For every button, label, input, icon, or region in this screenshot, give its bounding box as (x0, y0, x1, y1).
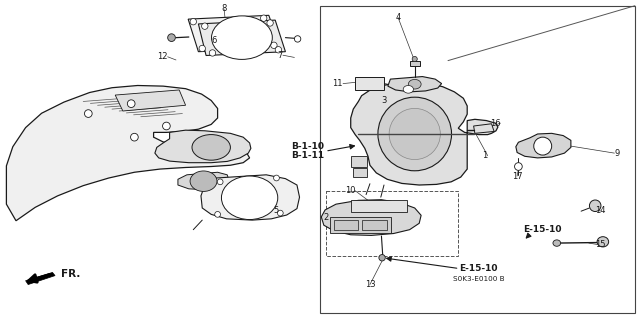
Text: 3: 3 (381, 96, 387, 105)
Polygon shape (188, 15, 280, 52)
Ellipse shape (271, 42, 277, 48)
Polygon shape (388, 77, 442, 92)
Bar (320, 6, 635, 313)
Ellipse shape (84, 110, 92, 117)
Bar (410, 61, 420, 66)
Text: 13: 13 (365, 280, 375, 289)
Ellipse shape (192, 135, 230, 160)
Ellipse shape (278, 210, 284, 216)
Ellipse shape (202, 23, 208, 29)
Text: 10: 10 (345, 186, 355, 195)
Bar (330, 217, 391, 233)
Ellipse shape (379, 255, 385, 261)
Ellipse shape (294, 36, 301, 42)
Ellipse shape (389, 108, 440, 160)
Text: 12: 12 (157, 52, 168, 61)
Ellipse shape (190, 171, 217, 191)
Polygon shape (26, 272, 55, 285)
Ellipse shape (597, 237, 609, 247)
Text: 11: 11 (333, 79, 343, 88)
Polygon shape (155, 130, 251, 163)
Ellipse shape (215, 211, 220, 217)
Ellipse shape (190, 19, 196, 25)
Ellipse shape (412, 56, 417, 62)
Ellipse shape (534, 137, 552, 155)
Ellipse shape (217, 179, 223, 185)
Text: FR.: FR. (61, 269, 80, 279)
Ellipse shape (403, 85, 413, 93)
Text: E-15-10: E-15-10 (524, 225, 562, 234)
Ellipse shape (267, 20, 273, 26)
Text: 6: 6 (211, 36, 216, 45)
Text: 1: 1 (483, 151, 488, 160)
Polygon shape (115, 90, 186, 111)
Polygon shape (178, 172, 229, 190)
Text: 17: 17 (512, 172, 522, 181)
Ellipse shape (589, 200, 601, 211)
Polygon shape (198, 20, 285, 56)
Text: 7: 7 (278, 51, 283, 60)
Bar (326, 191, 458, 256)
Ellipse shape (209, 50, 216, 56)
Ellipse shape (131, 133, 138, 141)
Polygon shape (6, 85, 250, 221)
Text: 9: 9 (614, 149, 620, 158)
Text: 14: 14 (595, 206, 605, 215)
Text: 15: 15 (595, 241, 605, 249)
Ellipse shape (408, 79, 421, 89)
Ellipse shape (553, 240, 561, 246)
Text: 2: 2 (323, 213, 328, 222)
Text: E-15-10: E-15-10 (460, 264, 498, 273)
Bar (351, 200, 407, 212)
Polygon shape (321, 200, 421, 235)
Ellipse shape (274, 175, 280, 181)
Ellipse shape (199, 45, 205, 52)
Bar (362, 220, 387, 230)
Bar (334, 220, 358, 230)
Bar (355, 77, 384, 90)
Bar (353, 168, 367, 177)
Ellipse shape (221, 176, 278, 219)
Ellipse shape (127, 100, 135, 108)
Ellipse shape (515, 163, 522, 170)
Text: 5: 5 (273, 206, 278, 215)
Ellipse shape (378, 97, 452, 171)
Ellipse shape (211, 16, 273, 59)
Ellipse shape (163, 122, 170, 130)
Polygon shape (351, 82, 498, 185)
Polygon shape (474, 124, 494, 133)
Text: 8: 8 (221, 4, 227, 13)
Ellipse shape (260, 15, 267, 21)
Ellipse shape (168, 34, 175, 41)
Text: 16: 16 (490, 119, 500, 128)
Text: S0K3-E0100 B: S0K3-E0100 B (453, 276, 504, 282)
Ellipse shape (275, 47, 282, 53)
Text: B-1-11: B-1-11 (291, 151, 324, 160)
Polygon shape (201, 175, 300, 220)
Bar (351, 156, 367, 167)
Text: B-1-10: B-1-10 (291, 142, 324, 151)
Text: 4: 4 (396, 13, 401, 22)
Polygon shape (516, 133, 571, 158)
